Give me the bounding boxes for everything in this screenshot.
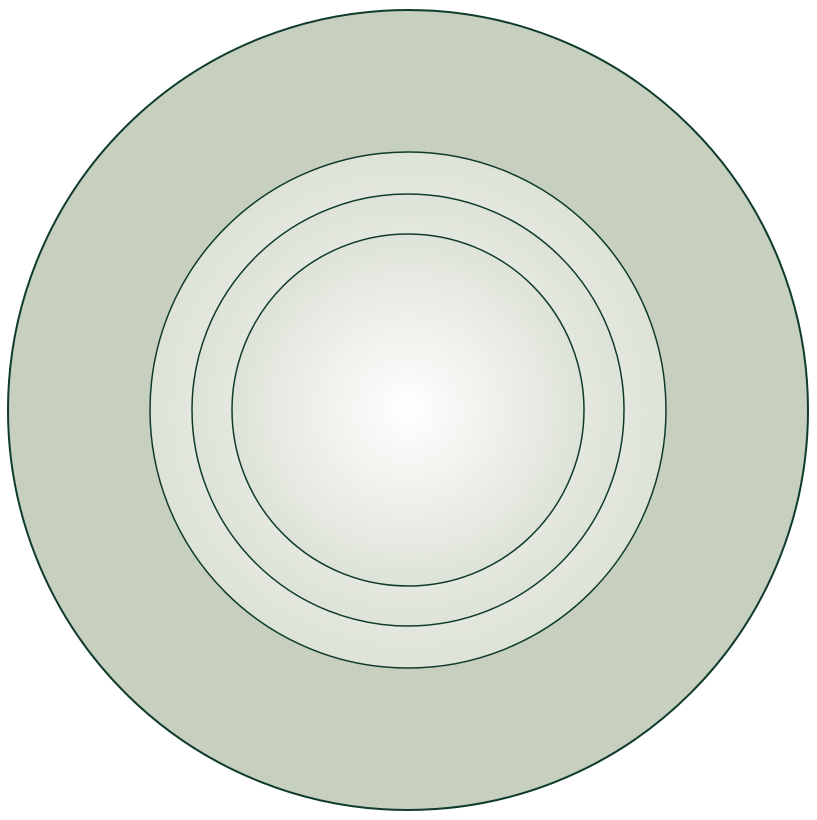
core-ring — [232, 234, 584, 586]
